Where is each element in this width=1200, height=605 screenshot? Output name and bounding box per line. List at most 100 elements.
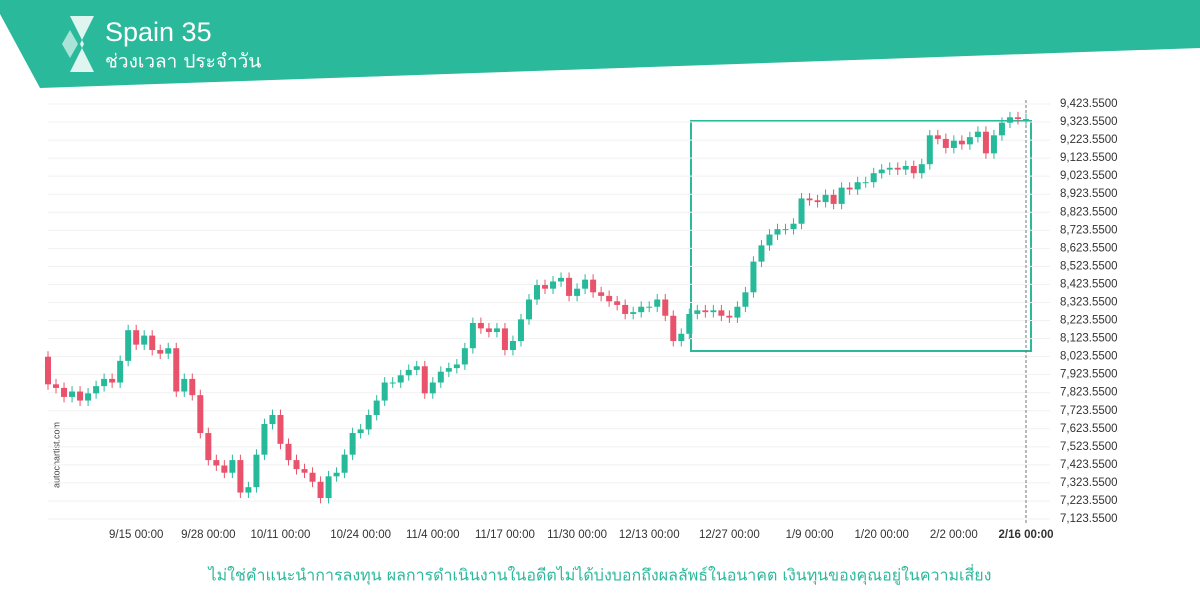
logo [62,30,78,58]
candle-body [542,285,549,289]
candle-body [718,310,725,316]
candle-body [381,382,388,401]
candle-body [205,433,212,461]
candle-body [662,299,669,316]
candle-body [974,131,981,138]
candle-body [341,454,348,473]
candle-body [165,348,172,354]
candle-body [421,366,428,394]
candle-body [261,424,268,455]
candle-body [726,315,733,318]
candle-body [646,306,653,308]
y-tick-label: 7,823.5500 [1060,387,1118,399]
candle-body [437,371,444,383]
candle-body [598,292,605,296]
candle-body [798,198,805,224]
candle-body [870,173,877,183]
candle-body [141,335,148,345]
candle-body [493,328,500,332]
candle-body [934,135,941,139]
candle-body [373,400,380,415]
x-tick-label: 12/13 00:00 [619,529,680,541]
candle-body [253,454,260,488]
candle-body [574,288,581,296]
candle-body [878,169,885,174]
y-tick-label: 9,323.5500 [1060,116,1118,128]
y-tick-label: 8,723.5500 [1060,224,1118,236]
x-tick-label: 11/17 00:00 [475,529,535,541]
y-tick-label: 8,823.5500 [1060,206,1118,218]
candle-body [814,200,821,203]
candle-body [525,299,532,320]
x-tick-label: 9/28 00:00 [181,529,235,541]
y-tick-label: 9,223.5500 [1060,134,1118,146]
candle-body [125,330,132,361]
y-tick-label: 9,423.5500 [1060,98,1118,110]
candle-body [566,277,573,296]
candle-body [678,333,685,342]
candle-body [670,315,677,342]
y-tick-label: 7,723.5500 [1060,405,1118,417]
disclaimer: ไม่ใช่คำแนะนำการลงทุน ผลการดำเนินงานในอด… [207,564,992,586]
candle-body [485,328,492,332]
candle-body [189,378,196,396]
candle-body [93,386,100,394]
candle-body [990,135,997,154]
candle-body [694,310,701,314]
candle-body [862,182,869,184]
candle-body [638,306,645,313]
candle-body [429,382,436,394]
y-tick-label: 8,623.5500 [1060,242,1118,254]
x-tick-label: 2/2 00:00 [930,529,978,541]
pattern-box [690,120,1032,352]
candle-body [854,182,861,190]
candle-body [766,234,773,246]
candle-body [397,375,404,383]
candle-body [630,312,637,314]
candle-body [582,279,589,289]
x-tick-label: 2/16 00:00 [999,529,1054,541]
candle-body [325,476,332,498]
candle-body [734,306,741,318]
candle-body [534,285,540,300]
candle-body [950,140,957,148]
candle-body [221,465,228,473]
candle-body [469,322,476,349]
candle-body [886,167,893,170]
logo [70,16,94,72]
y-tick-label: 7,423.5500 [1060,459,1118,471]
candle-body [517,319,524,342]
candle-body [550,281,557,289]
candle-body [830,194,837,204]
candle-body [77,391,84,401]
y-tick-label: 8,123.5500 [1060,333,1118,345]
candle-body [61,387,68,397]
y-tick-label: 8,423.5500 [1060,278,1118,290]
candle-body [349,433,356,455]
y-tick-label: 7,123.5500 [1060,513,1118,525]
candle-body [806,198,813,201]
candle-body [558,277,565,282]
candle-body [758,245,765,262]
candle-body [293,460,300,470]
candle-body [309,472,316,482]
candle-body [149,335,156,351]
candle-body [317,481,324,498]
candle-body [413,366,420,370]
candle-body [910,165,917,174]
candle-body [69,391,76,397]
candle-body [117,360,124,383]
candle-body [846,187,853,190]
candle-body [229,460,236,473]
candle-body [405,369,412,376]
y-tick-label: 8,923.5500 [1060,188,1118,200]
candle-body [838,187,845,204]
candle-body [245,487,252,493]
x-tick-label: 11/4 00:00 [406,529,460,541]
candle-body [357,429,364,434]
candle-body [181,378,188,392]
candle-body [998,122,1005,136]
y-tick-label: 8,323.5500 [1060,297,1118,309]
candle-body [622,304,629,314]
candle-body [277,414,284,444]
